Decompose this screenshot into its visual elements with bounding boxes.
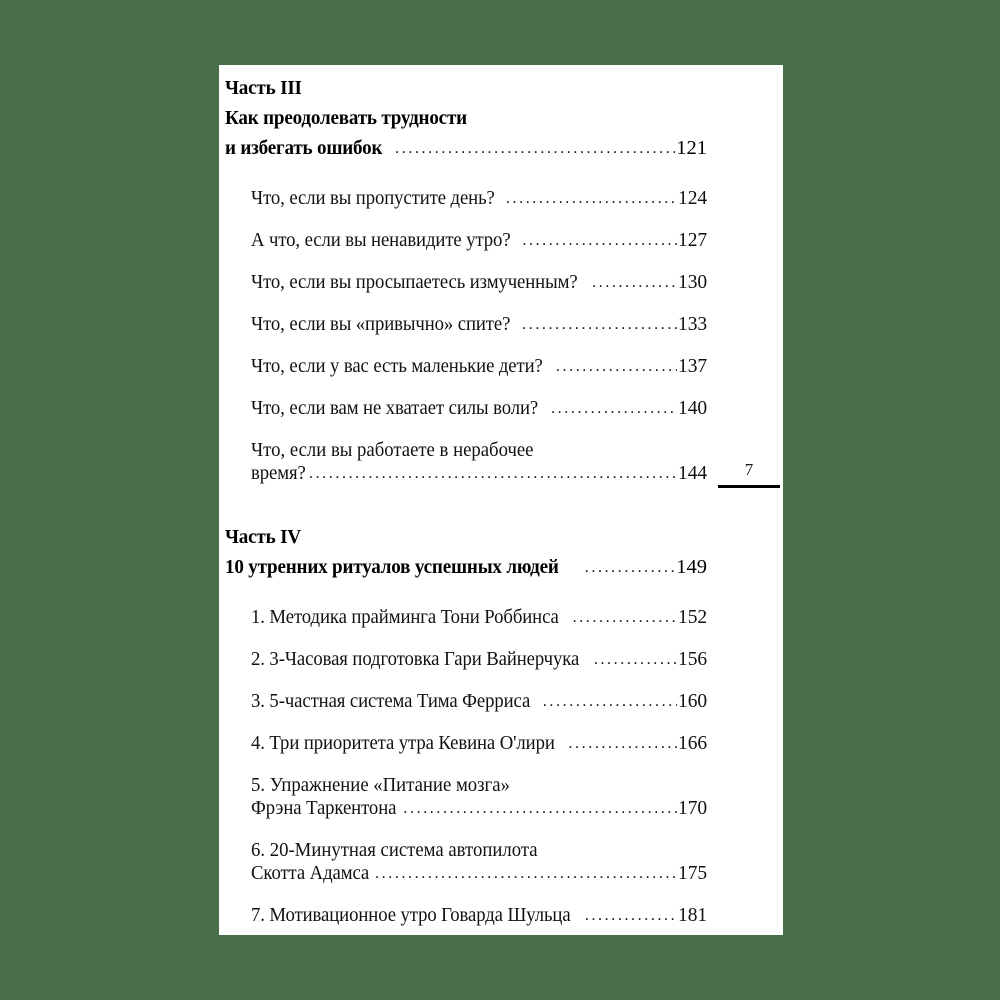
entry-title-line: Что, если вы работаете в нерабочее xyxy=(251,440,534,461)
entry-page-number: 166 xyxy=(678,733,707,754)
toc-row[interactable]: Что, если вы «привычно» спите?..........… xyxy=(251,313,707,337)
dot-leader: ........................................… xyxy=(584,907,678,924)
entry-title-line: 3. 5-частная система Тима Ферриса xyxy=(251,691,531,712)
entry-title-line: 6. 20-Минутная система автопилота xyxy=(251,840,538,861)
dot-leader: ........................................… xyxy=(568,735,677,752)
toc-row[interactable]: 2. 3-Часовая подготовка Гари Вайнерчука.… xyxy=(251,648,707,672)
toc-entry[interactable]: А что, если вы ненавидите утро?.........… xyxy=(251,229,707,253)
toc-row[interactable]: 3. 5-частная система Тима Ферриса.......… xyxy=(251,690,707,714)
folio: 7 xyxy=(718,460,780,488)
dot-leader: ........................................… xyxy=(403,800,678,817)
entry-page-number: 160 xyxy=(678,691,707,712)
part-label: Часть IV xyxy=(225,526,301,548)
toc-entry[interactable]: Что, если вам не хватает силы воли?.....… xyxy=(251,397,707,421)
toc-entry[interactable]: 5. Упражнение «Питание мозга» Фрэна Тарке… xyxy=(251,774,707,821)
dot-leader: ........................................… xyxy=(593,651,677,668)
toc-entry[interactable]: 6. 20-Минутная система автопилота Скотта … xyxy=(251,839,707,886)
entry-page-number: 175 xyxy=(678,863,707,884)
toc-entry[interactable]: Что, если вы работаете в нерабочее время?… xyxy=(251,439,707,486)
table-of-contents: Часть III Как преодолевать трудности и изб… xyxy=(225,65,707,928)
entry-title-line: Скотта Адамса xyxy=(251,863,370,884)
toc-row[interactable]: 7. Мотивационное утро Говарда Шульца....… xyxy=(251,904,707,928)
dot-leader: ........................................… xyxy=(551,400,677,417)
entry-title-line: Что, если вам не хватает силы воли? xyxy=(251,398,539,419)
entry-page-number: 137 xyxy=(678,356,707,377)
entry-title-line: Фрэна Таркентона xyxy=(251,798,397,819)
part-title-line: и избегать ошибок xyxy=(225,137,383,159)
entry-title-line: 2. 3-Часовая подготовка Гари Вайнерчука xyxy=(251,649,580,670)
entry-page-number: 156 xyxy=(678,649,707,670)
part-title-line: 10 утренних ритуалов успешных людей xyxy=(225,556,559,578)
toc-entry[interactable]: 7. Мотивационное утро Говарда Шульца....… xyxy=(251,904,707,928)
entry-title-line: Что, если вы «привычно» спите? xyxy=(251,314,511,335)
toc-entry[interactable]: Что, если вы просыпаетесь измученным?...… xyxy=(251,271,707,295)
toc-part: Часть IV 10 утренних ритуалов успешных лю… xyxy=(225,522,707,584)
dot-leader: ........................................… xyxy=(555,358,677,375)
toc-entry[interactable]: Что, если у вас есть маленькие дети?....… xyxy=(251,355,707,379)
dot-leader: ........................................… xyxy=(522,232,677,249)
part-label: Часть III xyxy=(225,77,302,99)
toc-entry[interactable]: 4. Три приоритета утра Кевина О'лири....… xyxy=(251,732,707,756)
toc-row[interactable]: 10 утренних ритуалов успешных людей.....… xyxy=(225,552,707,584)
toc-entry[interactable]: Что, если вы пропустите день?...........… xyxy=(251,187,707,211)
toc-part: Часть III Как преодолевать трудности и изб… xyxy=(225,73,707,165)
entry-title-line: Что, если вы пропустите день? xyxy=(251,188,495,209)
entry-title-line: Что, если вы просыпаетесь измученным? xyxy=(251,272,578,293)
dot-leader: ........................................… xyxy=(592,274,678,291)
entry-title-line: Что, если у вас есть маленькие дети? xyxy=(251,356,543,377)
entry-page-number: 124 xyxy=(678,188,707,209)
toc-row[interactable]: Что, если вы пропустите день?...........… xyxy=(251,187,707,211)
entry-title-line: 5. Упражнение «Питание мозга» xyxy=(251,775,510,796)
part-page-number: 149 xyxy=(676,556,707,578)
dot-leader: ........................................… xyxy=(308,465,678,482)
toc-entry[interactable]: 2. 3-Часовая подготовка Гари Вайнерчука.… xyxy=(251,648,707,672)
toc-row[interactable]: Что, если вы просыпаетесь измученным?...… xyxy=(251,271,707,295)
toc-entry[interactable]: 3. 5-частная система Тима Ферриса.......… xyxy=(251,690,707,714)
toc-row[interactable]: 1. Методика прайминга Тони Роббинса.....… xyxy=(251,606,707,630)
entry-page-number: 170 xyxy=(678,798,707,819)
entry-title-line: 7. Мотивационное утро Говарда Шульца xyxy=(251,905,571,926)
toc-row[interactable]: и избегать ошибок.......................… xyxy=(225,133,707,165)
folio-rule xyxy=(718,485,780,488)
entry-page-number: 181 xyxy=(678,905,707,926)
entry-title-line: время? xyxy=(251,463,306,484)
entry-page-number: 133 xyxy=(678,314,707,335)
dot-leader: ........................................… xyxy=(572,609,678,626)
toc-entry[interactable]: Что, если вы «привычно» спите?..........… xyxy=(251,313,707,337)
dot-leader: ........................................… xyxy=(375,865,677,882)
entry-title-line: А что, если вы ненавидите утро? xyxy=(251,230,511,251)
page-number: 7 xyxy=(744,460,754,479)
entry-page-number: 144 xyxy=(678,463,707,484)
dot-leader: ........................................… xyxy=(395,140,676,157)
dot-leader: ........................................… xyxy=(522,316,677,333)
part-title-line: Как преодолевать трудности xyxy=(225,107,467,129)
entry-page-number: 152 xyxy=(678,607,707,628)
dot-leader: ........................................… xyxy=(505,190,678,207)
book-page: Часть III Как преодолевать трудности и изб… xyxy=(219,65,783,935)
entry-title-line: 1. Методика прайминга Тони Роббинса xyxy=(251,607,559,628)
entry-page-number: 140 xyxy=(678,398,707,419)
dot-leader: ........................................… xyxy=(584,559,675,576)
toc-row[interactable]: 4. Три приоритета утра Кевина О'лири....… xyxy=(251,732,707,756)
dot-leader: ........................................… xyxy=(542,693,678,710)
toc-entry[interactable]: 1. Методика прайминга Тони Роббинса.....… xyxy=(251,606,707,630)
toc-row[interactable]: время?..................................… xyxy=(251,462,707,486)
toc-row[interactable]: А что, если вы ненавидите утро?.........… xyxy=(251,229,707,253)
toc-row[interactable]: Скотта Адамса...........................… xyxy=(251,862,707,886)
toc-row[interactable]: Что, если у вас есть маленькие дети?....… xyxy=(251,355,707,379)
toc-row[interactable]: Что, если вам не хватает силы воли?.....… xyxy=(251,397,707,421)
entry-title-line: 4. Три приоритета утра Кевина О'лири xyxy=(251,733,555,754)
entry-page-number: 127 xyxy=(678,230,707,251)
entry-page-number: 130 xyxy=(678,272,707,293)
part-page-number: 121 xyxy=(676,137,707,159)
toc-row[interactable]: Фрэна Таркентона........................… xyxy=(251,797,707,821)
